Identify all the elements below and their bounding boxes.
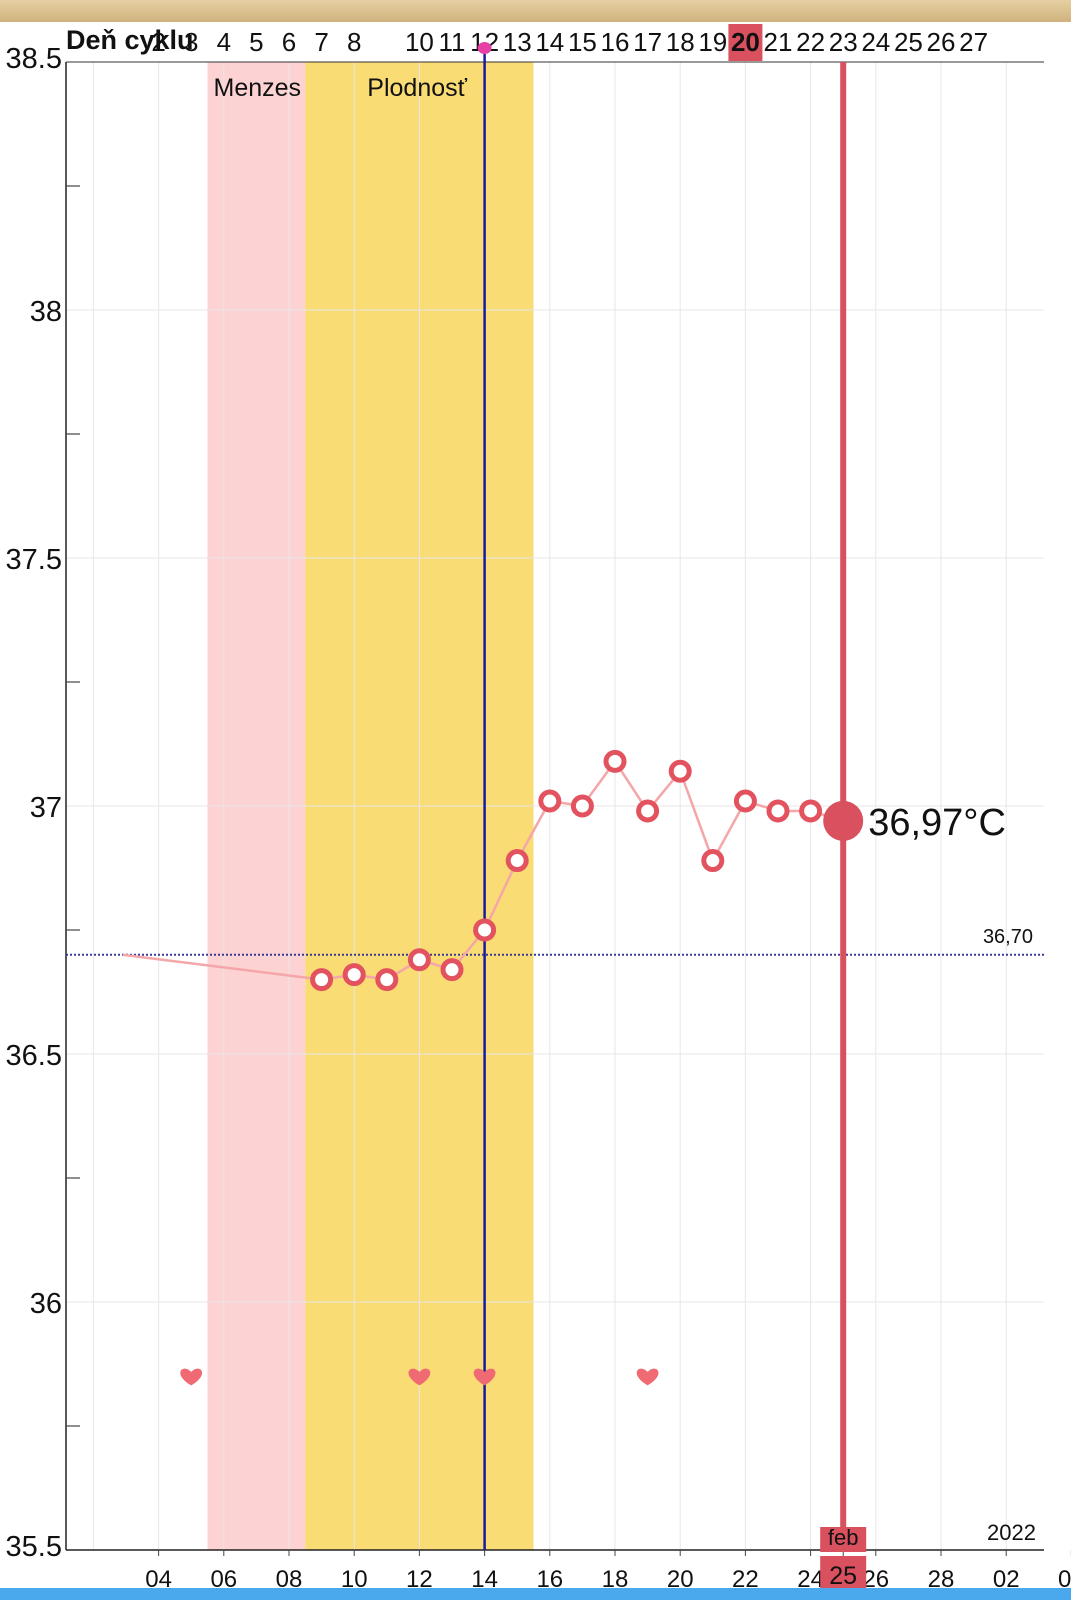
y-tick-label: 37.5	[6, 544, 62, 576]
cycle-day-header: Deň cyklu	[66, 25, 194, 55]
y-tick-label: 36	[30, 1288, 62, 1320]
temperature-point[interactable]	[603, 749, 627, 773]
cover-line-label: 36,70	[983, 926, 1033, 948]
month-label: feb	[828, 1525, 859, 1550]
cycle-day-label: 10	[405, 27, 434, 57]
today-date-badge	[820, 1556, 867, 1588]
temperature-point[interactable]	[766, 799, 790, 823]
temperature-point[interactable]	[701, 849, 725, 873]
temperature-point[interactable]	[538, 789, 562, 813]
cycle-day-label: 14	[535, 27, 564, 57]
cycle-day-label: 2	[151, 27, 165, 57]
cycle-day-label: 18	[666, 27, 695, 57]
cycle-day-label: 22	[796, 27, 825, 57]
heart-icon[interactable]	[636, 1368, 659, 1386]
cycle-day-label: 17	[633, 27, 662, 57]
cycle-day-label: 13	[503, 27, 532, 57]
band-label: Plodnosť	[367, 74, 467, 102]
temperature-point[interactable]	[799, 799, 823, 823]
temperature-point[interactable]	[473, 918, 497, 942]
cycle-day-label: 6	[282, 27, 296, 57]
heart-icon[interactable]	[180, 1368, 203, 1386]
temperature-point[interactable]	[505, 849, 529, 873]
cycle-day-label: 24	[861, 27, 890, 57]
cycle-day-label: 27	[959, 27, 988, 57]
current-temperature-point[interactable]	[823, 800, 864, 841]
cycle-day-label: 8	[347, 27, 361, 57]
cycle-day-label: 16	[601, 27, 630, 57]
top-strip	[0, 0, 1071, 22]
cycle-day-label: 26	[927, 27, 956, 57]
y-tick-label: 36.5	[6, 1040, 62, 1072]
cycle-day-label: 3	[184, 27, 198, 57]
cycle-day-label: 5	[249, 27, 263, 57]
cycle-day-label: 15	[568, 27, 597, 57]
x-tick-label: 04	[1058, 1566, 1071, 1593]
temperature-point[interactable]	[407, 948, 431, 972]
temperature-point[interactable]	[668, 759, 692, 783]
band-label: Menzes	[214, 74, 302, 102]
cycle-day-label: 25	[894, 27, 923, 57]
temperature-point[interactable]	[440, 958, 464, 982]
month-badge	[820, 1527, 867, 1552]
heart-icon[interactable]	[473, 1368, 496, 1386]
cycle-day-label: 7	[314, 27, 328, 57]
cycle-day-label: 11	[439, 27, 466, 57]
temperature-point[interactable]	[310, 968, 334, 992]
bottom-bar	[0, 1588, 1071, 1600]
current-temperature-label: 36,97°C	[868, 802, 1006, 844]
y-tick-label: 38	[30, 296, 62, 328]
current-cycle-day-label: 20	[731, 27, 760, 57]
today-date-label: 25	[829, 1562, 857, 1590]
year-label: 2022	[987, 1520, 1036, 1545]
y-tick-label: 37	[30, 792, 62, 824]
temperature-point[interactable]	[375, 968, 399, 992]
cycle-day-label: 19	[698, 27, 727, 57]
temperature-point[interactable]	[342, 963, 366, 987]
temperature-point[interactable]	[636, 799, 660, 823]
temperature-point[interactable]	[570, 794, 594, 818]
cycle-day-label: 4	[217, 27, 231, 57]
cycle-day-label: 23	[829, 27, 858, 57]
y-tick-label: 35.5	[6, 1531, 62, 1563]
current-cycle-day-box	[728, 24, 763, 61]
cycle-day-label: 21	[764, 27, 793, 57]
ovulation-marker-icon	[477, 42, 492, 54]
heart-icon[interactable]	[408, 1368, 431, 1386]
y-tick-label: 38.5	[6, 43, 62, 75]
temperature-point[interactable]	[733, 789, 757, 813]
